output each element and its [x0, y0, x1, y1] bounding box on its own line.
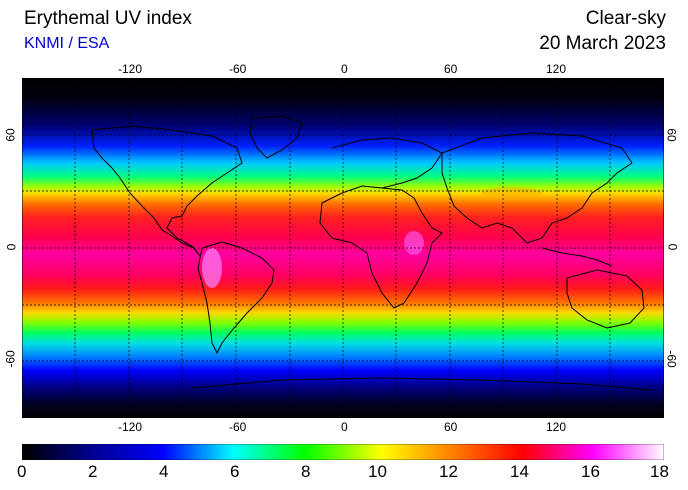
australia-coastline: [566, 269, 645, 329]
lat-tick-right: 0: [665, 243, 680, 251]
lon-tick-top: -120: [118, 62, 143, 76]
lon-tick-bottom: -120: [118, 420, 143, 434]
colorbar-label: 8: [301, 462, 311, 481]
colorbar-label: 14: [510, 462, 529, 481]
lon-tick-top: 120: [546, 62, 567, 76]
colorbar-label: 2: [88, 462, 98, 481]
lon-tick-top: -60: [229, 62, 247, 76]
coastlines: [91, 115, 653, 391]
antarctica-coastline: [191, 377, 653, 391]
lon-tick-bottom: 0: [341, 420, 348, 434]
lat-tick-left: 0: [4, 243, 19, 251]
lon-tick-bottom: 120: [546, 420, 567, 434]
greenland-coastline: [249, 115, 303, 159]
north-america-coastline: [91, 125, 243, 257]
lon-tick-top: 60: [444, 62, 458, 76]
colorbar-label: 4: [159, 462, 169, 481]
lon-tick-bottom: 60: [444, 420, 458, 434]
lat-tick-left: -60: [3, 350, 18, 368]
lat-tick-right: -60: [664, 350, 679, 368]
tibet-hotspot: [482, 187, 542, 199]
lon-tick-bottom: -60: [229, 420, 247, 434]
colorbar-label: 12: [439, 462, 458, 481]
source-label: KNMI / ESA: [24, 35, 110, 52]
indonesia-coastline: [541, 247, 613, 267]
colorbar-label: 0: [17, 462, 27, 481]
colorbar: [22, 444, 664, 460]
colorbar-label: 18: [650, 462, 669, 481]
date-label: 20 March 2023: [539, 33, 666, 54]
colorbar-label: 16: [581, 462, 600, 481]
asia-coastline: [441, 132, 633, 244]
colorbar-label: 6: [230, 462, 240, 481]
sky-mode-label: Clear-sky: [585, 8, 666, 29]
map-title: Erythemal UV index: [24, 8, 192, 29]
andes-hotspot: [202, 248, 222, 288]
lon-tick-top: 0: [341, 62, 348, 76]
europe-africa-coastline: [319, 137, 443, 309]
east-africa-hotspot: [404, 231, 424, 255]
uv-index-map: [22, 78, 664, 418]
colorbar-gradient: [22, 444, 664, 460]
south-america-coastline: [197, 241, 275, 355]
lat-tick-left: 60: [3, 128, 18, 142]
graticule: [22, 78, 664, 418]
colorbar-label: 10: [368, 462, 387, 481]
lat-tick-right: 60: [664, 128, 679, 142]
